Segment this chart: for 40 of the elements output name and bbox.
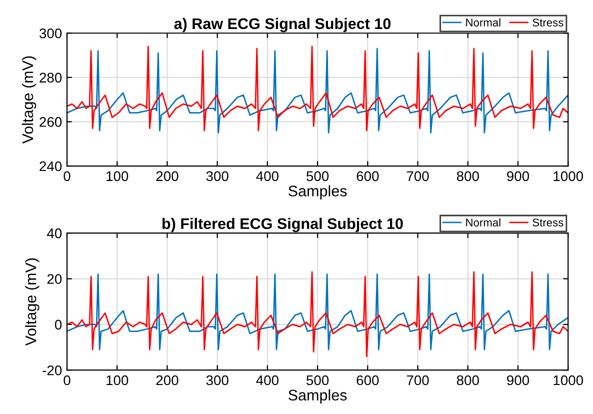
legend-label: Normal: [466, 18, 500, 26]
x-tick-label: 200: [156, 375, 178, 386]
y-tick-label: 20: [47, 274, 62, 284]
y-tick-label: -20: [42, 365, 62, 376]
x-tick-label: 800: [456, 375, 479, 386]
chart-title: b) Filtered ECG Signal Subject 10: [162, 218, 403, 232]
x-tick-label: 700: [406, 375, 429, 386]
x-tick-label: 400: [256, 171, 278, 182]
y-tick-label: 260: [40, 117, 62, 127]
y-tick-label: 0: [54, 320, 62, 330]
y-tick-label: 40: [47, 228, 62, 238]
x-tick-label: 300: [206, 171, 228, 182]
y-tick-label: 240: [40, 161, 62, 172]
y-tick-label: 280: [40, 72, 62, 83]
y-tick-label: 300: [40, 28, 62, 38]
x-tick-label: 100: [106, 171, 128, 182]
x-tick-label: 500: [306, 375, 329, 386]
x-tick-label: 900: [507, 171, 530, 182]
y-axis-title: Voltage (mV): [25, 258, 40, 346]
x-axis-title: Samples: [288, 389, 347, 404]
y-axis-title: Voltage (mV): [22, 56, 36, 144]
x-tick-label: 600: [356, 171, 379, 182]
x-tick-label: 500: [306, 171, 329, 182]
x-tick-label: 0: [64, 171, 70, 182]
x-tick-label: 1000: [554, 171, 583, 182]
x-tick-label: 800: [456, 171, 479, 182]
x-tick-label: 300: [206, 375, 228, 386]
x-tick-label: 900: [507, 375, 530, 386]
legend-label: Normal: [466, 218, 500, 226]
x-tick-label: 100: [106, 375, 128, 386]
x-tick-label: 1000: [554, 375, 583, 386]
legend-label: Stress: [532, 18, 564, 26]
chart-title: a) Raw ECG Signal Subject 10: [174, 18, 391, 32]
x-tick-label: 200: [156, 171, 178, 182]
x-tick-label: 700: [406, 171, 429, 182]
x-tick-label: 600: [356, 375, 379, 386]
x-tick-label: 0: [64, 375, 70, 386]
legend-label: Stress: [532, 218, 564, 226]
x-tick-label: 400: [256, 375, 278, 386]
x-axis-title: Samples: [288, 185, 347, 200]
